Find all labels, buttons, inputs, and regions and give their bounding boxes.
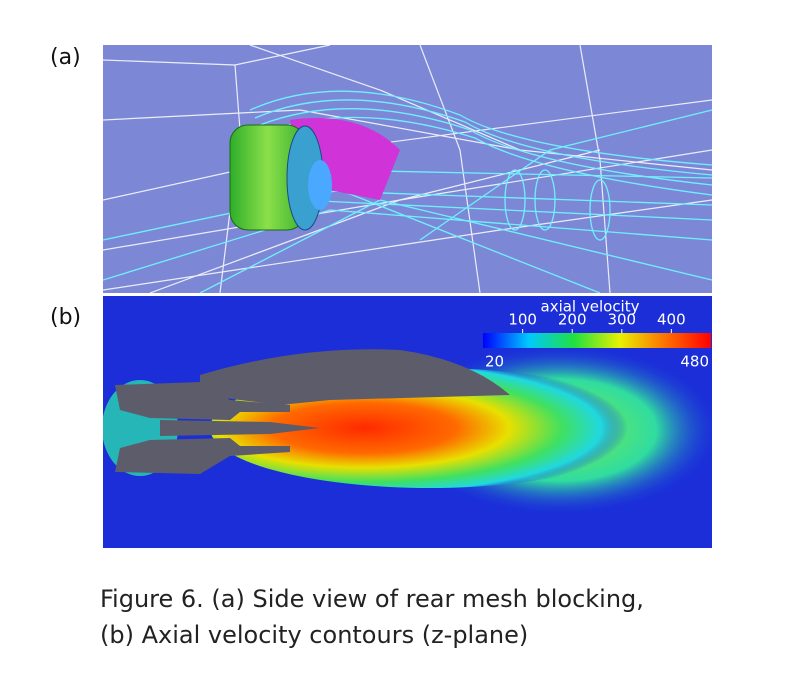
velocity-contours (103, 296, 712, 548)
colorbar-tick-label: 200 (558, 311, 587, 329)
colorbar-tick-label: 100 (508, 311, 537, 329)
panel-label: (b) (50, 305, 81, 330)
caption-line: Figure 6. (a) Side view of rear mesh blo… (100, 585, 644, 613)
colorbar-title: axial velocity (541, 298, 640, 316)
caption-line: (b) Axial velocity contours (z-plane) (100, 621, 528, 649)
colorbar (483, 333, 711, 348)
colorbar-tick-label: 300 (607, 311, 636, 329)
panel-label: (a) (50, 45, 81, 70)
colorbar-tick-label: 400 (657, 311, 686, 329)
colorbar-max-label: 480 (680, 353, 709, 371)
mesh-view (103, 45, 712, 293)
colorbar-min-label: 20 (485, 353, 504, 371)
